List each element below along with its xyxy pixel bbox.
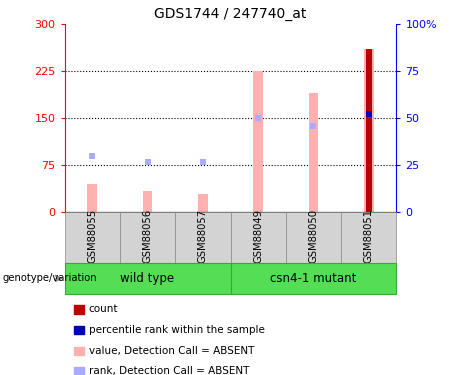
Bar [230, 212, 286, 262]
Point [199, 159, 207, 165]
Text: GSM88056: GSM88056 [142, 209, 153, 263]
Bar [120, 212, 175, 262]
Bar [366, 50, 372, 212]
Bar [341, 212, 396, 262]
Text: rank, Detection Call = ABSENT: rank, Detection Call = ABSENT [89, 366, 249, 375]
Bar [198, 194, 208, 212]
Point [254, 115, 262, 121]
Bar [253, 71, 263, 212]
Text: GSM88049: GSM88049 [253, 209, 263, 263]
Text: percentile rank within the sample: percentile rank within the sample [89, 325, 265, 335]
Text: count: count [89, 304, 118, 314]
Point [310, 123, 317, 129]
Text: GSM88057: GSM88057 [198, 209, 208, 263]
Bar [87, 184, 97, 212]
Bar [308, 93, 319, 212]
Text: value, Detection Call = ABSENT: value, Detection Call = ABSENT [89, 346, 254, 355]
Bar [230, 262, 396, 294]
Point [365, 111, 372, 117]
Text: genotype/variation: genotype/variation [2, 273, 97, 284]
Bar [175, 212, 230, 262]
Point [144, 159, 151, 165]
Bar [364, 50, 374, 212]
Point [365, 111, 372, 117]
Text: GSM88055: GSM88055 [87, 209, 97, 263]
Bar [65, 212, 120, 262]
Bar [286, 212, 341, 262]
Text: GSM88050: GSM88050 [308, 209, 319, 263]
Title: GDS1744 / 247740_at: GDS1744 / 247740_at [154, 7, 307, 21]
Text: GSM88051: GSM88051 [364, 209, 374, 263]
Point [89, 153, 96, 159]
Bar [142, 191, 153, 212]
Bar [65, 262, 230, 294]
Text: wild type: wild type [120, 272, 175, 285]
Text: csn4-1 mutant: csn4-1 mutant [270, 272, 357, 285]
